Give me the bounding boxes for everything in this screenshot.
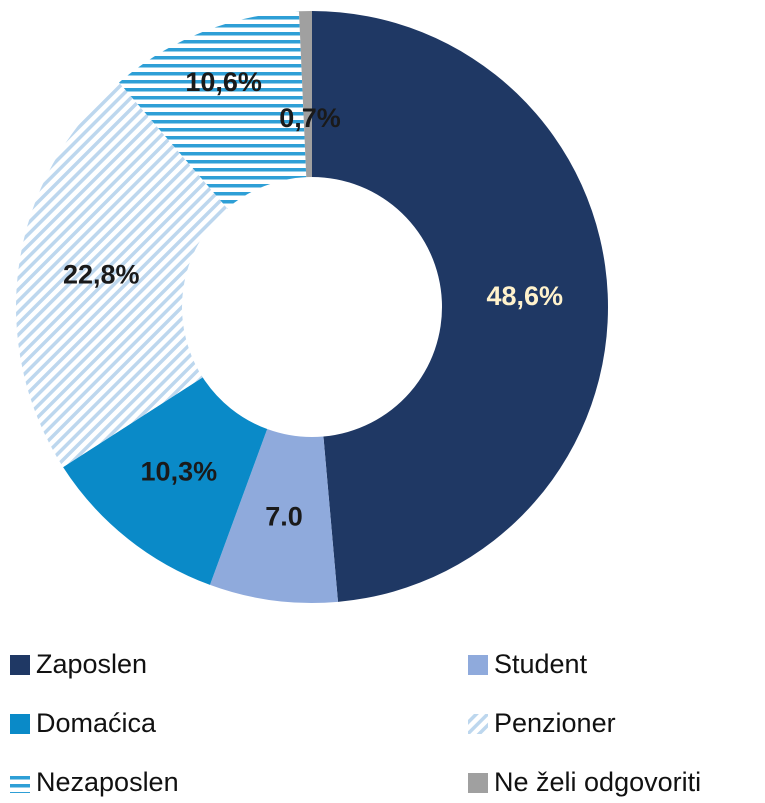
legend-label: Domaćica <box>36 708 157 738</box>
legend-label: Zaposlen <box>36 649 147 679</box>
data-label: 22,8% <box>63 259 140 289</box>
donut-slice <box>209 429 339 603</box>
legend-label: Student <box>494 649 588 679</box>
legend-swatch <box>468 655 488 675</box>
legend-label: Nezaposlen <box>36 767 179 797</box>
legend-swatch <box>10 773 30 793</box>
data-label: 0,7% <box>279 103 341 133</box>
legend-swatch <box>10 655 30 675</box>
donut-slice <box>298 11 312 178</box>
data-label: 7.0 <box>265 501 303 531</box>
legend-swatch <box>10 714 30 734</box>
data-label: 48,6% <box>487 281 564 311</box>
donut-slice <box>16 82 228 468</box>
donut-slice <box>63 377 268 585</box>
legend-label: Penzioner <box>494 708 616 738</box>
data-label: 10,6% <box>185 67 262 97</box>
donut-slice <box>119 11 307 209</box>
legend-label: Ne želi odgovoriti <box>494 767 701 797</box>
legend-swatch <box>468 773 488 793</box>
data-label: 10,3% <box>141 456 218 486</box>
legend-swatch <box>468 714 488 734</box>
donut-slice <box>312 11 609 602</box>
